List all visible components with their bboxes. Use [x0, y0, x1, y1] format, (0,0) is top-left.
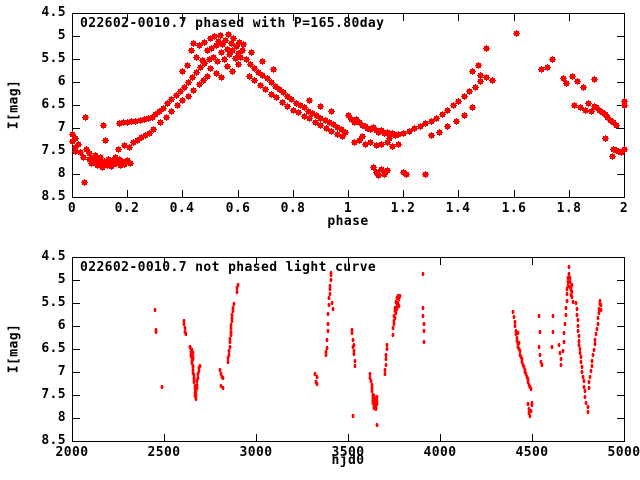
y-tick-label: 7.5	[41, 387, 66, 402]
top-chart-title: 022602-0010.7 phased with P=165.80day	[80, 16, 385, 31]
y-tick-label: 8.5	[41, 433, 66, 448]
x-tick-label: 4500	[515, 445, 549, 460]
y-tick-label: 4.5	[41, 5, 66, 20]
y-tick-label: 8	[57, 410, 66, 425]
y-tick-label: 7.5	[41, 143, 66, 158]
x-tick-label: 0.8	[280, 201, 306, 216]
x-tick-label: 1.4	[445, 201, 471, 216]
y-tick-label: 8.5	[41, 189, 66, 204]
y-tick-label: 4.5	[41, 249, 66, 264]
x-tick-label: 0	[67, 201, 77, 216]
x-tick-label: 3000	[239, 445, 273, 460]
x-tick-label: 1.8	[556, 201, 582, 216]
top-chart-xlabel: phase	[327, 214, 369, 229]
y-tick-label: 7	[57, 120, 66, 135]
y-tick-label: 5	[57, 272, 66, 287]
x-tick-label: 2000	[55, 445, 89, 460]
x-tick-label: 0.2	[114, 201, 140, 216]
y-tick-label: 6	[57, 318, 66, 333]
bottom-chart-title: 022602-0010.7 not phased light curve	[80, 260, 377, 275]
y-tick-label: 5	[57, 28, 66, 43]
x-tick-label: 1.2	[390, 201, 416, 216]
y-tick-label: 6	[57, 74, 66, 89]
y-tick-label: 8	[57, 166, 66, 181]
x-tick-label: 3500	[331, 445, 365, 460]
x-tick-label: 0.4	[169, 201, 195, 216]
x-tick-label: 4000	[423, 445, 457, 460]
x-tick-label: 1	[343, 201, 353, 216]
x-tick-label: 2	[619, 201, 629, 216]
y-tick-label: 6.5	[41, 97, 66, 112]
x-tick-label: 0.6	[225, 201, 251, 216]
bottom-chart-xlabel: hjd0	[331, 453, 365, 468]
y-tick-label: 5.5	[41, 51, 66, 66]
y-tick-label: 6.5	[41, 341, 66, 356]
y-tick-label: 7	[57, 364, 66, 379]
x-tick-label: 2500	[147, 445, 181, 460]
y-tick-label: 5.5	[41, 295, 66, 310]
x-tick-label: 1.6	[501, 201, 527, 216]
x-tick-label: 5000	[607, 445, 640, 460]
